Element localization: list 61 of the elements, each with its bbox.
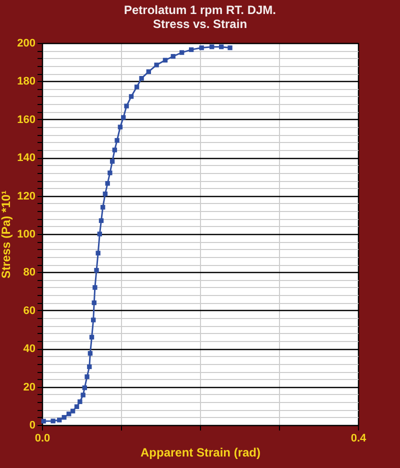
point — [199, 45, 204, 50]
point — [121, 115, 126, 120]
point — [228, 45, 232, 50]
point — [94, 268, 99, 273]
point — [88, 351, 93, 356]
point — [118, 124, 123, 130]
point — [84, 374, 90, 380]
point — [210, 44, 214, 50]
point — [102, 192, 108, 196]
chart-title: Petrolatum 1 rpm RT. DJM. — [124, 3, 276, 17]
x-tick-label: 0.0 — [34, 432, 50, 444]
point — [162, 58, 168, 63]
point — [57, 418, 62, 422]
point — [74, 404, 80, 410]
point — [62, 415, 66, 420]
y-tick-label: 80 — [23, 266, 36, 279]
chart-subtitle: Stress vs. Strain — [152, 17, 248, 31]
point — [170, 54, 176, 59]
point — [112, 148, 118, 152]
point — [92, 300, 96, 306]
point — [70, 408, 76, 414]
point — [50, 418, 56, 424]
point — [82, 385, 88, 390]
point — [154, 62, 159, 68]
y-tick-label: 40 — [23, 343, 36, 356]
point — [98, 218, 104, 223]
point — [179, 50, 184, 55]
x-axis-title: Apparent Strain (rad) — [140, 446, 261, 460]
point — [124, 104, 129, 108]
y-tick-label: 100 — [17, 228, 36, 240]
point — [96, 250, 100, 256]
point — [78, 399, 82, 404]
point — [80, 392, 86, 398]
point — [188, 47, 194, 52]
point — [41, 418, 46, 424]
y-tick-label: 200 — [17, 38, 36, 50]
y-tick-label: 140 — [17, 152, 36, 164]
y-tick-label: 120 — [17, 190, 36, 202]
y-tick-label: 160 — [17, 114, 36, 126]
point — [89, 334, 94, 340]
point — [92, 285, 98, 290]
point — [114, 138, 120, 143]
point — [139, 76, 144, 81]
point — [146, 69, 151, 74]
point — [97, 232, 102, 236]
y-tick-label: 20 — [23, 381, 36, 394]
y-tick-label: 0 — [29, 420, 36, 432]
point — [108, 170, 112, 176]
y-tick-label: 180 — [17, 76, 36, 88]
point — [100, 204, 106, 210]
point — [218, 44, 224, 50]
point — [105, 181, 110, 186]
point — [134, 84, 140, 90]
point — [110, 159, 115, 164]
point — [128, 94, 134, 99]
point — [91, 318, 96, 322]
y-axis-title: Stress (Pa) *10¹ — [0, 190, 14, 279]
point — [66, 412, 72, 416]
y-tick-label: 60 — [23, 304, 36, 317]
point — [87, 364, 92, 370]
x-tick-label: 0.4 — [350, 432, 368, 444]
